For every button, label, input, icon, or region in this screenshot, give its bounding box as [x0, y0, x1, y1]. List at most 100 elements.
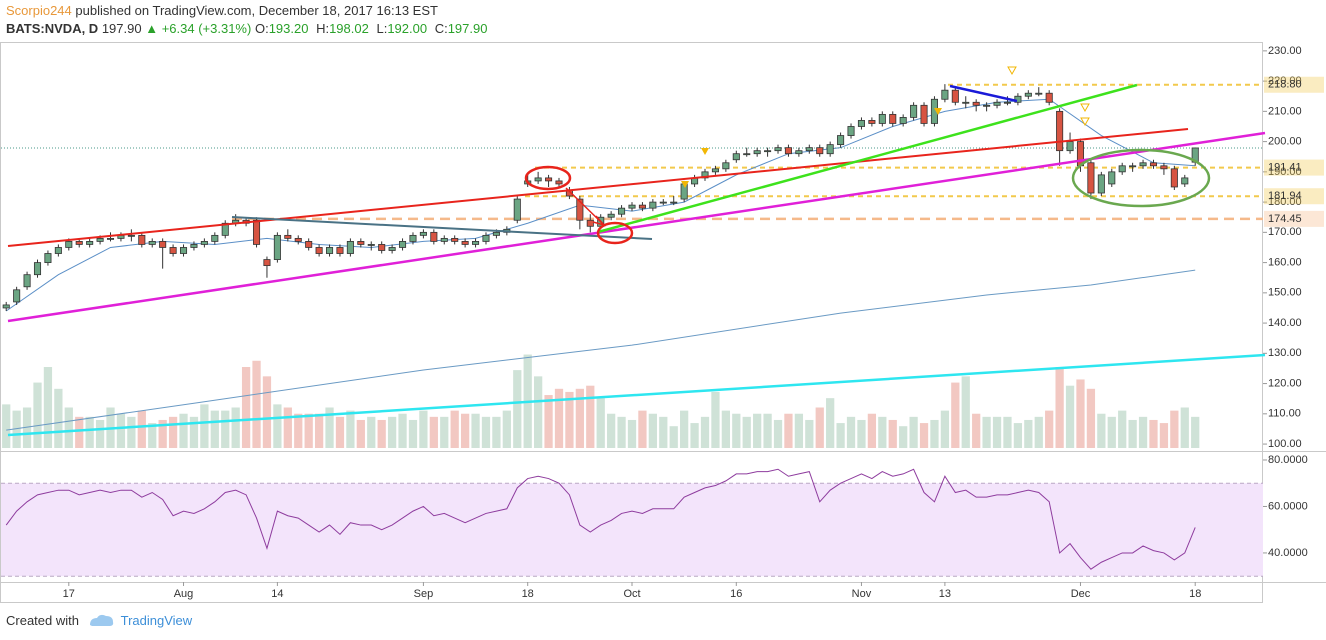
volume-bar [450, 410, 459, 448]
trendline [7, 128, 1189, 247]
open-value: 193.20 [268, 21, 309, 36]
candle-body [847, 126, 855, 136]
circle-annotation [1071, 148, 1211, 208]
candle-body [659, 201, 667, 204]
candle-body [409, 234, 417, 242]
candle-body [1118, 165, 1126, 173]
candle-body [1066, 141, 1074, 152]
close-value: 197.90 [447, 21, 488, 36]
candle-body [169, 247, 177, 254]
level-label-box [1264, 76, 1324, 93]
y-tick-label: 120.00 [1268, 377, 1302, 389]
volume-bar [481, 416, 491, 448]
candle-body [305, 241, 313, 248]
rsi-band [1, 483, 1263, 577]
signal-marker [681, 181, 689, 188]
y-tick-label: 130.00 [1268, 347, 1302, 359]
volume-bar [930, 419, 939, 448]
x-tick-label: Dec [1071, 588, 1091, 600]
candle-body [1024, 92, 1032, 97]
volume-bar [565, 391, 574, 448]
volume-bar [429, 416, 438, 448]
volume-bar [857, 419, 866, 448]
candle-body [326, 247, 334, 254]
volume-bar [690, 423, 699, 448]
candle-body [1181, 177, 1189, 185]
change: ▲ +6.34 (+3.31%) [145, 21, 252, 36]
level-label-box [1264, 188, 1324, 205]
candle-body [273, 234, 281, 260]
candle-body [962, 101, 970, 104]
volume-bar [627, 419, 637, 448]
volume-bar [440, 416, 449, 448]
candle-body [44, 253, 52, 263]
volume-bar [33, 382, 42, 448]
author[interactable]: Scorpio244 [6, 3, 72, 18]
x-tick-label: 14 [271, 588, 283, 600]
candle-body [1139, 162, 1147, 167]
x-tick-label: Oct [623, 588, 640, 600]
volume-bar [596, 398, 605, 448]
candle-body [576, 198, 584, 221]
volume-bar [1138, 416, 1148, 448]
volume-bar [85, 416, 94, 448]
volume-bar [878, 416, 887, 448]
candle-body [65, 241, 73, 248]
volume-bar [148, 423, 157, 448]
candle-body [336, 247, 344, 254]
volume-bar [586, 385, 595, 448]
sma-long [6, 269, 1196, 431]
volume-bar [377, 419, 386, 448]
volume-bar [513, 370, 522, 448]
volume-bar [210, 410, 219, 448]
volume-bar [54, 388, 63, 448]
candle-body [701, 171, 709, 179]
candle-body [628, 204, 636, 209]
candle-body [1108, 171, 1116, 185]
candle-body [86, 241, 94, 245]
candle-body [784, 147, 792, 155]
candle-body [618, 207, 626, 215]
candle-body [722, 162, 730, 170]
candle-body [1149, 162, 1158, 167]
candle-body [951, 89, 959, 103]
brand[interactable]: TradingView [120, 613, 193, 628]
volume-bar [1003, 416, 1012, 448]
volume-bar [1118, 410, 1127, 448]
candle-body [430, 231, 438, 242]
candle-body [868, 120, 876, 124]
volume-bar [1045, 410, 1054, 448]
y-tick-label: 180.00 [1268, 196, 1302, 208]
candle-body [1056, 110, 1064, 152]
quote-line: BATS:NVDA, D 197.90 ▲ +6.34 (+3.31%) O:1… [6, 21, 491, 36]
trendline [7, 131, 1266, 323]
volume-bar [314, 413, 324, 448]
volume-bar [638, 410, 647, 448]
volume-bar [460, 413, 470, 448]
candle-body [920, 104, 928, 124]
y-tick-label: 230.00 [1268, 45, 1302, 57]
level-label-box [1264, 210, 1324, 227]
trendline [7, 353, 1266, 437]
volume-bar [116, 413, 126, 448]
chart: 230.00 220.00 210.00 200.00 190.00 180.00 170.… [0, 42, 1326, 603]
candle-body [294, 237, 302, 242]
x-tick-label: Nov [852, 588, 872, 600]
candle-body [670, 201, 678, 204]
candle-body [23, 274, 31, 288]
candle-body [221, 222, 229, 236]
candle-body [200, 241, 208, 245]
volume-bar [1065, 385, 1075, 448]
volume-bar [1128, 419, 1137, 448]
candle-body [346, 241, 354, 254]
candle-body [492, 231, 500, 236]
volume-bar [1097, 413, 1106, 448]
signal-marker [1007, 66, 1017, 76]
volume-bar [2, 404, 11, 448]
volume-bar [607, 413, 616, 448]
plot-border [0, 42, 1263, 603]
candle-body [106, 237, 115, 240]
volume-bar [617, 416, 626, 448]
created-with: Created with [6, 613, 79, 628]
